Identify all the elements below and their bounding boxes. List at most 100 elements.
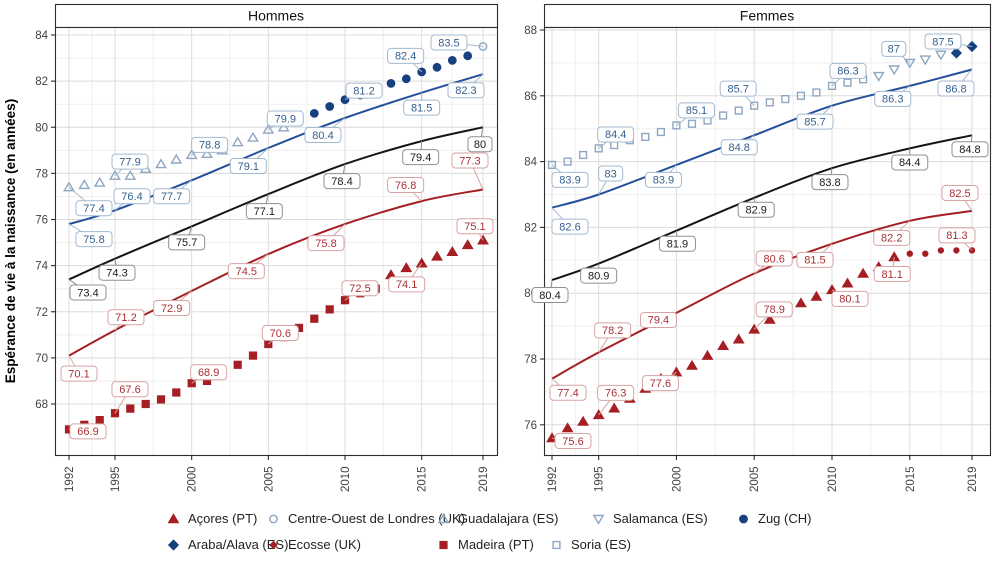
value-label: 84.4 bbox=[605, 129, 626, 141]
value-label: 84.8 bbox=[729, 142, 750, 154]
marker-square bbox=[95, 416, 104, 425]
value-label-box bbox=[796, 251, 834, 268]
value-label-box bbox=[951, 141, 989, 158]
value-label: 80 bbox=[474, 139, 486, 151]
value-label: 70.6 bbox=[270, 328, 291, 340]
x-tick-label: 2015 bbox=[417, 466, 429, 492]
marker-triangle bbox=[717, 340, 730, 350]
legend-item: Açores (PT) bbox=[166, 509, 257, 527]
value-label: 78.2 bbox=[602, 325, 623, 337]
marker-dot bbox=[937, 247, 945, 254]
marker-circle bbox=[447, 56, 457, 65]
value-label: 70.1 bbox=[68, 368, 89, 380]
value-label-box bbox=[75, 200, 113, 217]
value-label: 82.9 bbox=[746, 205, 767, 217]
legend-label: Soria (ES) bbox=[571, 536, 631, 552]
marker-square bbox=[687, 119, 697, 128]
value-label-box bbox=[227, 263, 265, 280]
marker-triangle bbox=[155, 158, 167, 169]
value-label: 76.3 bbox=[605, 388, 626, 400]
marker-triangle bbox=[841, 277, 854, 288]
value-label-box bbox=[430, 34, 468, 51]
value-label-box bbox=[153, 299, 191, 316]
value-label: 81.1 bbox=[881, 269, 902, 281]
y-tick-label: 70 bbox=[35, 353, 48, 365]
marker-square bbox=[563, 157, 572, 166]
marker-square bbox=[172, 388, 181, 397]
value-label-box bbox=[69, 284, 107, 301]
legend-label: Açores (PT) bbox=[188, 510, 258, 526]
marker-square bbox=[812, 88, 821, 97]
marker-triangle bbox=[109, 169, 121, 180]
value-label: 80.6 bbox=[764, 253, 785, 265]
x-tick-label: 2000 bbox=[671, 466, 683, 492]
value-label: 74.5 bbox=[236, 266, 257, 278]
legend-marker-square-icon bbox=[552, 540, 561, 549]
value-label-box bbox=[644, 171, 682, 188]
marker-triangle bbox=[810, 290, 823, 301]
value-label: 81.2 bbox=[353, 85, 374, 97]
value-label-box bbox=[811, 174, 849, 191]
value-label: 73.4 bbox=[77, 287, 98, 299]
value-label-box bbox=[467, 136, 493, 153]
y-tick-label: 76 bbox=[524, 420, 537, 432]
marker-circle bbox=[463, 51, 473, 61]
value-label-box bbox=[75, 231, 113, 248]
marker-triangle bbox=[63, 181, 75, 192]
panel-title-femmes: Femmes bbox=[740, 8, 794, 24]
grid-major bbox=[55, 27, 498, 456]
value-label: 75.7 bbox=[176, 237, 197, 249]
value-label-box bbox=[531, 287, 569, 304]
value-label-box bbox=[191, 136, 229, 153]
marker-square bbox=[781, 94, 790, 104]
marker-triangle bbox=[794, 297, 807, 308]
value-label-box bbox=[641, 375, 679, 392]
value-label-box bbox=[597, 384, 635, 401]
y-tick-label: 78 bbox=[524, 354, 537, 366]
marker-dot bbox=[922, 250, 929, 257]
value-label: 86.8 bbox=[945, 83, 966, 95]
value-label: 84.8 bbox=[959, 144, 980, 156]
marker-square bbox=[547, 160, 557, 170]
value-label: 77.4 bbox=[557, 388, 578, 400]
value-label: 72.9 bbox=[161, 303, 182, 315]
marker-circle bbox=[432, 62, 442, 72]
value-label: 87 bbox=[888, 44, 900, 56]
legend-marker-triangle-icon bbox=[437, 512, 450, 523]
value-label-box bbox=[451, 152, 489, 169]
x-tick-label: 1992 bbox=[64, 466, 76, 492]
value-label-box bbox=[720, 139, 758, 156]
marker-triangle bbox=[857, 267, 870, 278]
series-ecosse-uk- bbox=[906, 247, 976, 257]
panel-border bbox=[543, 26, 992, 457]
marker-triangle-down bbox=[872, 71, 885, 82]
value-label-box bbox=[403, 99, 441, 116]
panel-title-hommes: Hommes bbox=[248, 8, 304, 24]
y-tick-label: 74 bbox=[35, 261, 48, 273]
value-label-box bbox=[938, 227, 976, 244]
y-tick-label: 68 bbox=[35, 399, 48, 411]
value-label-box bbox=[111, 153, 149, 170]
value-label-box bbox=[937, 80, 975, 97]
value-label: 83.5 bbox=[438, 37, 459, 49]
value-label-box bbox=[831, 290, 869, 307]
legend-item: Guadalajara (ES) bbox=[436, 509, 558, 527]
x-tick-label: 2010 bbox=[340, 466, 352, 492]
value-label-box bbox=[387, 47, 425, 64]
value-label: 82.2 bbox=[881, 233, 902, 245]
legend-item: Araba/Alava (ES) bbox=[166, 535, 288, 553]
value-label: 68.9 bbox=[198, 367, 219, 379]
marker-triangle-down bbox=[888, 65, 901, 76]
marker-square bbox=[126, 404, 135, 413]
marker-triangle bbox=[732, 333, 745, 344]
value-label-box bbox=[658, 235, 696, 252]
marker-triangle bbox=[546, 432, 558, 443]
value-label: 87.5 bbox=[932, 36, 953, 48]
value-label: 71.2 bbox=[115, 312, 136, 324]
legend-item: Salamanca (ES) bbox=[591, 509, 708, 527]
value-label-box bbox=[755, 301, 793, 318]
value-label-box bbox=[229, 158, 267, 175]
value-label-box bbox=[598, 165, 624, 182]
marker-triangle bbox=[231, 136, 244, 147]
